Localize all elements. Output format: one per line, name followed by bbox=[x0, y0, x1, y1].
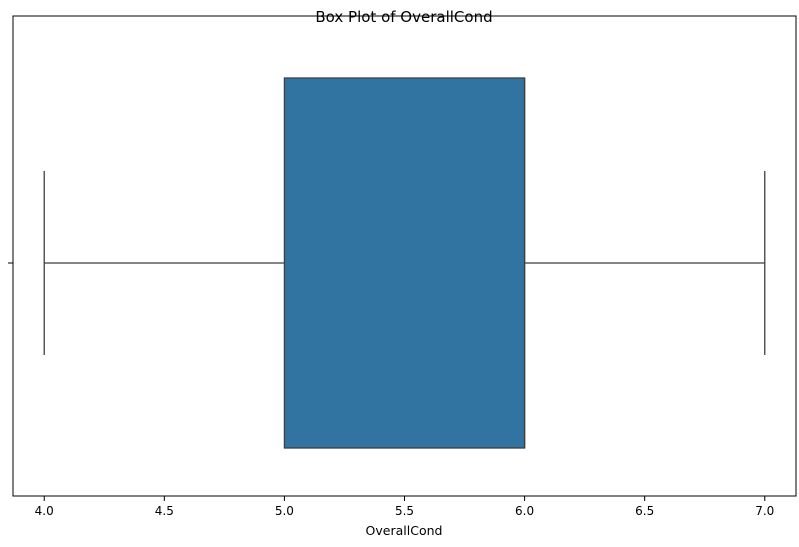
x-axis-ticks: 4.0 4.5 5.0 5.5 6.0 6.5 7.0 bbox=[35, 496, 774, 518]
x-tick-label: 5.5 bbox=[395, 504, 414, 518]
x-tick-label: 4.5 bbox=[155, 504, 174, 518]
x-tick-label: 7.0 bbox=[755, 504, 774, 518]
chart-title: Box Plot of OverallCond bbox=[315, 8, 492, 26]
x-tick-label: 4.0 bbox=[35, 504, 54, 518]
plot-area: 4.0 4.5 5.0 5.5 6.0 6.5 7.0 bbox=[8, 15, 797, 518]
x-axis-label: OverallCond bbox=[366, 523, 443, 538]
x-tick-label: 5.0 bbox=[275, 504, 294, 518]
x-tick-label: 6.5 bbox=[635, 504, 654, 518]
x-tick-label: 6.0 bbox=[515, 504, 534, 518]
iqr-box bbox=[283, 77, 526, 449]
box-marks bbox=[43, 77, 766, 449]
